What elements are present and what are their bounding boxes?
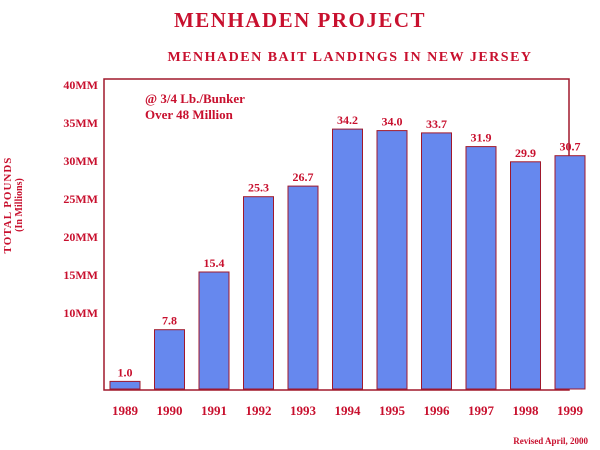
data-label-1994: 34.2 [337, 113, 358, 127]
bar-1996 [421, 132, 452, 390]
data-label-1997: 31.9 [471, 131, 492, 145]
x-tick-label-1991: 1991 [201, 403, 227, 418]
bar-1990 [154, 329, 185, 390]
data-label-1999: 30.7 [560, 140, 581, 154]
bar-1992 [243, 196, 274, 390]
y-tick-label-40: 40MM [63, 78, 98, 92]
y-tick-label-25: 25MM [63, 192, 98, 206]
x-tick-label-1999: 1999 [557, 403, 584, 418]
chart-annotation: @ 3/4 Lb./Bunker Over 48 Million [145, 91, 245, 123]
annotation-line1: @ 3/4 Lb./Bunker [145, 91, 245, 106]
x-tick-label-1990: 1990 [157, 403, 183, 418]
data-label-1995: 34.0 [382, 115, 403, 129]
x-tick-label-1998: 1998 [513, 403, 540, 418]
bar-1995 [376, 130, 408, 390]
y-tick-label-15: 15MM [63, 268, 98, 282]
bar-1989 [109, 380, 141, 390]
y-tick-label-30: 30MM [63, 154, 98, 168]
annotation-line2: Over 48 Million [145, 107, 233, 122]
bar-1999 [554, 155, 586, 390]
y-tick-label-10: 10MM [63, 306, 98, 320]
x-tick-label-1994: 1994 [335, 403, 362, 418]
bar-1993 [287, 185, 319, 390]
chart-title: MENHADEN PROJECT [173, 8, 427, 32]
x-tick-label-1995: 1995 [379, 403, 406, 418]
bar-1991 [198, 271, 230, 390]
bar-1994 [332, 128, 363, 390]
revision-note: Revised April, 2000 [513, 436, 588, 446]
bar-1998 [510, 161, 541, 390]
data-label-1993: 26.7 [293, 170, 314, 184]
data-label-1991: 15.4 [204, 256, 225, 270]
y-tick-label-20: 20MM [63, 230, 98, 244]
x-tick-label-1989: 1989 [112, 403, 139, 418]
x-tick-label-1992: 1992 [246, 403, 272, 418]
x-tick-label-1997: 1997 [468, 403, 495, 418]
data-label-1990: 7.8 [162, 314, 177, 328]
data-label-1992: 25.3 [248, 181, 269, 195]
y-tick-label-35: 35MM [63, 116, 98, 130]
data-label-1998: 29.9 [515, 146, 536, 160]
data-label-1996: 33.7 [426, 117, 447, 131]
data-label-1989: 1.0 [118, 365, 133, 379]
chart-subtitle: MENHADEN BAIT LANDINGS IN NEW JERSEY [167, 50, 533, 65]
x-tick-label-1993: 1993 [290, 403, 317, 418]
bar-1997 [465, 146, 497, 390]
x-tick-label-1996: 1996 [424, 403, 451, 418]
